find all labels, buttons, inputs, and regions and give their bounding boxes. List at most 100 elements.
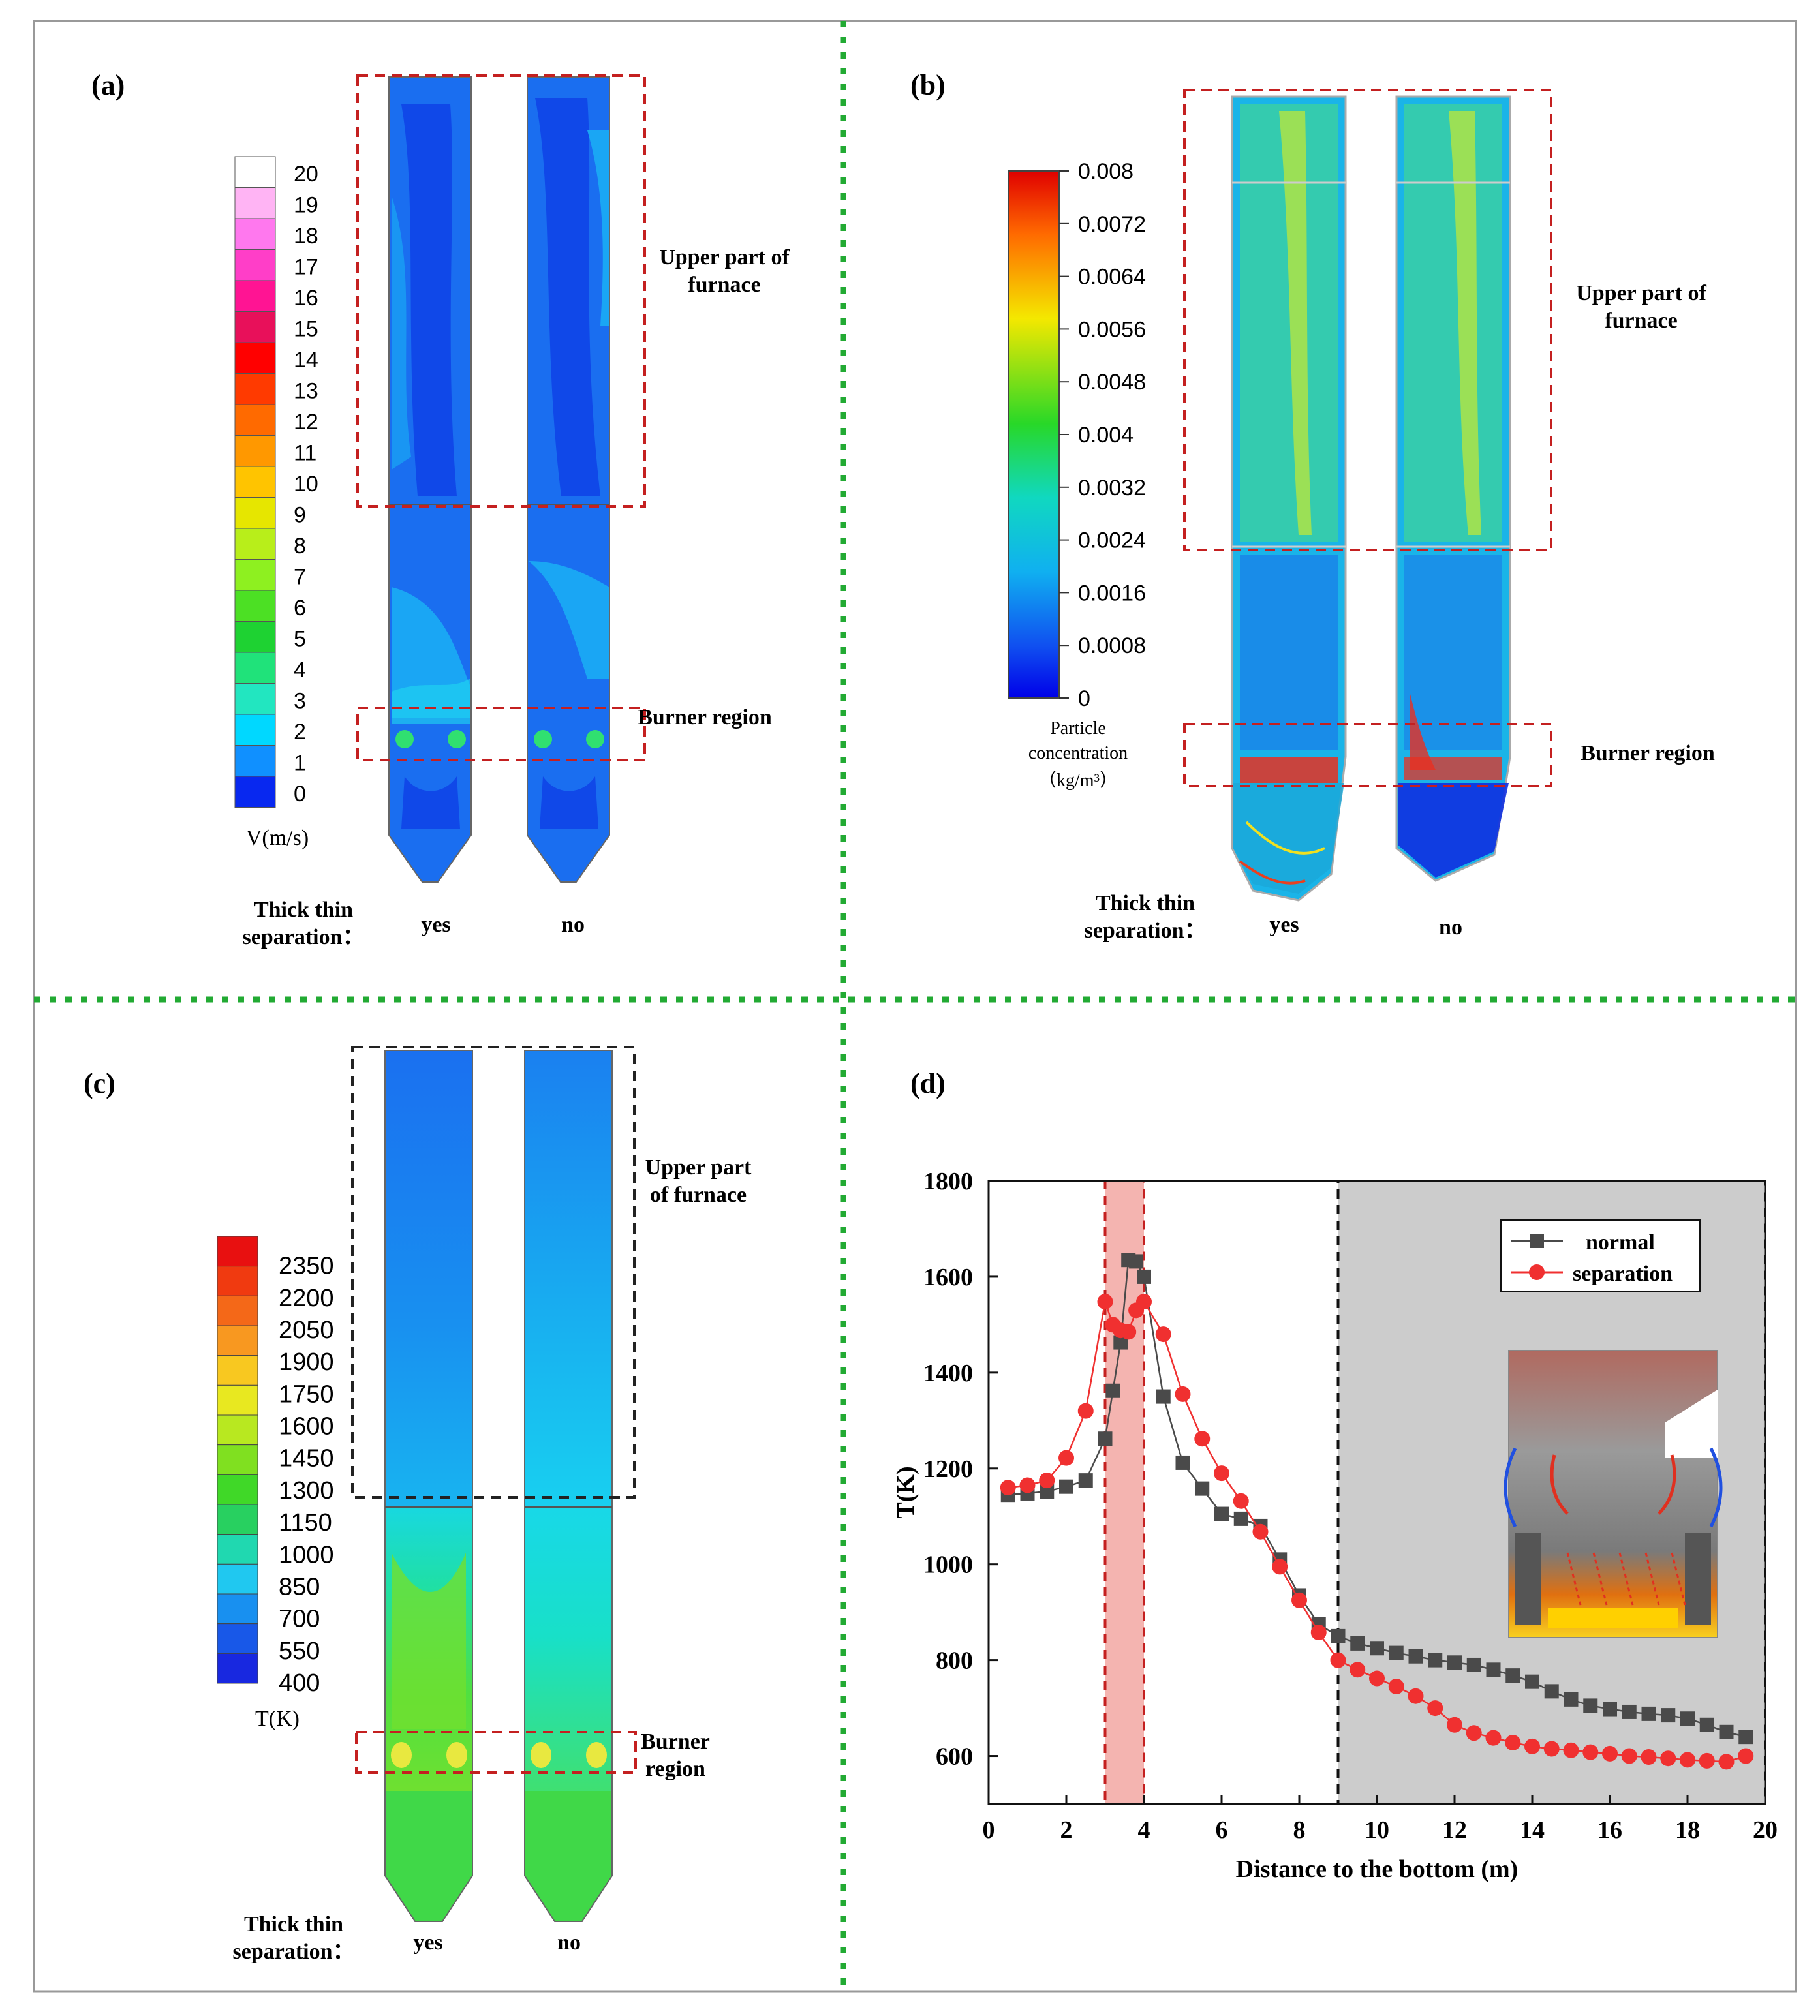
colorbar-tick-label: 400	[279, 1670, 320, 1697]
colorbar-tick-label: 0.008	[1078, 159, 1134, 184]
series-normal-point	[1389, 1645, 1404, 1660]
colorbar-swatch	[234, 156, 276, 188]
series-normal-point	[1466, 1657, 1481, 1672]
series-separation-point	[1039, 1473, 1055, 1489]
burner-region-box	[356, 707, 646, 761]
series-normal-point	[1699, 1717, 1714, 1732]
panel-c: (c) 2350 2200 2050 1900 1750 1600 1450 1300 1150…	[84, 1046, 752, 1964]
y-tick-label: 800	[936, 1647, 973, 1675]
x-tick-label: 16	[1597, 1816, 1622, 1844]
colorbar-swatch	[234, 621, 276, 653]
velocity-furnace-no	[527, 76, 610, 883]
burner-photo-jet	[1671, 1552, 1686, 1606]
series-separation-point	[1175, 1386, 1191, 1402]
colorbar-swatch	[234, 652, 276, 684]
burner-photo-flame	[1548, 1608, 1678, 1628]
colorbar-swatch	[217, 1623, 258, 1654]
particle-colorbar-title: Particle concentration	[1028, 718, 1128, 763]
series-separation-point	[1310, 1625, 1327, 1641]
series-normal-point	[1738, 1730, 1753, 1745]
colorbar-swatch	[234, 280, 276, 312]
temperature-chart: 0 2 4 6 8 10 12 14 16 18 20 600 800 1000 1200 1400 1600 1…	[892, 1168, 1778, 1883]
colorbar-tick-label: 3	[294, 689, 306, 714]
colorbar-swatch	[234, 559, 276, 591]
colorbar-tick-label: 1300	[279, 1477, 334, 1504]
burner-photo-jet	[1618, 1552, 1634, 1606]
series-normal-point	[1078, 1473, 1093, 1488]
burner-region-box	[355, 1731, 637, 1774]
colorbar-tick-label: 0.0024	[1078, 528, 1146, 553]
colorbar-tick-label: 0.0032	[1078, 476, 1146, 500]
series-separation-point	[1524, 1738, 1540, 1754]
burner-callout: Burner region	[638, 705, 772, 729]
colorbar-swatch	[217, 1444, 258, 1475]
colorbar-tick-label: 0.0072	[1078, 212, 1146, 237]
y-tick-label: 1000	[923, 1551, 973, 1579]
colorbar-swatch	[234, 187, 276, 219]
series-normal-point	[1113, 1335, 1128, 1350]
temperature-furnace-no	[524, 1050, 613, 1922]
yes-label: yes	[1269, 913, 1299, 937]
colorbar-swatch	[234, 590, 276, 622]
series-normal-point	[1661, 1708, 1676, 1723]
y-tick-label: 600	[936, 1743, 973, 1771]
x-tick-label: 10	[1365, 1816, 1389, 1844]
series-separation-point	[1582, 1744, 1599, 1760]
colorbar-tick-label: 1750	[279, 1381, 334, 1408]
yes-label: yes	[413, 1931, 442, 1955]
series-separation-point	[1408, 1688, 1424, 1704]
colorbar-tick-label: 14	[294, 348, 318, 373]
colorbar-tick-label: 17	[294, 255, 318, 280]
series-separation-point	[1155, 1326, 1171, 1343]
x-tick-label: 8	[1293, 1816, 1306, 1844]
series-normal-point	[1156, 1389, 1171, 1404]
series-separation-point	[1563, 1742, 1579, 1758]
particle-colorbar	[1008, 170, 1060, 699]
series-normal-point	[1129, 1254, 1144, 1269]
series-normal-point	[1603, 1702, 1617, 1717]
colorbar-swatch	[217, 1384, 258, 1416]
colorbar-swatch	[217, 1504, 258, 1535]
series-normal-point	[1195, 1481, 1210, 1496]
colorbar-tick-label: 15	[294, 317, 318, 342]
series-separation-point	[1718, 1754, 1735, 1770]
series-normal-point	[1486, 1662, 1501, 1677]
series-separation-point	[1427, 1700, 1443, 1717]
colorbar-swatch	[234, 745, 276, 777]
colorbar-tick-label: 0	[294, 782, 306, 806]
series-normal-point	[1350, 1636, 1365, 1651]
burner-photo-wall	[1665, 1390, 1718, 1458]
colorbar-tick-label: 1600	[279, 1413, 334, 1441]
upper-region-box	[1183, 89, 1552, 551]
burner-photo-air-arrow	[1504, 1447, 1517, 1528]
burner-photo-jet	[1592, 1552, 1608, 1606]
x-tick-label: 4	[1138, 1816, 1150, 1844]
series-separation-point	[1350, 1662, 1366, 1678]
burner-photo-jet	[1566, 1552, 1582, 1606]
series-separation-point	[1233, 1493, 1249, 1509]
series-normal-point	[1622, 1704, 1637, 1719]
series-normal-point	[1447, 1655, 1462, 1670]
colorbar-swatch	[234, 218, 276, 250]
series-separation-point	[1330, 1652, 1346, 1668]
x-tick-label: 20	[1753, 1816, 1778, 1844]
colorbar-tick-label: 1900	[279, 1349, 334, 1376]
burner-photo-flow-arrow	[1658, 1454, 1676, 1515]
series-separation-point	[1680, 1752, 1695, 1768]
series-normal-point	[1408, 1649, 1423, 1664]
upper-region-box	[356, 74, 646, 508]
colorbar-tick-label: 4	[294, 658, 306, 682]
colorbar-tick-label: 850	[279, 1573, 320, 1600]
series-normal-point	[1505, 1668, 1520, 1683]
colorbar-tick-label: 11	[294, 441, 316, 466]
no-label: no	[557, 1931, 581, 1955]
panel-a-label: (a)	[91, 69, 125, 101]
series-normal-point	[1059, 1479, 1073, 1494]
series-separation-point	[1699, 1752, 1715, 1769]
colorbar-tick-label: 2200	[279, 1285, 334, 1312]
panel-c-label: (c)	[84, 1067, 116, 1099]
series-separation-point	[1000, 1480, 1016, 1496]
y-tick-label: 1800	[923, 1168, 973, 1195]
colorbar-tick-label: 9	[294, 503, 306, 528]
